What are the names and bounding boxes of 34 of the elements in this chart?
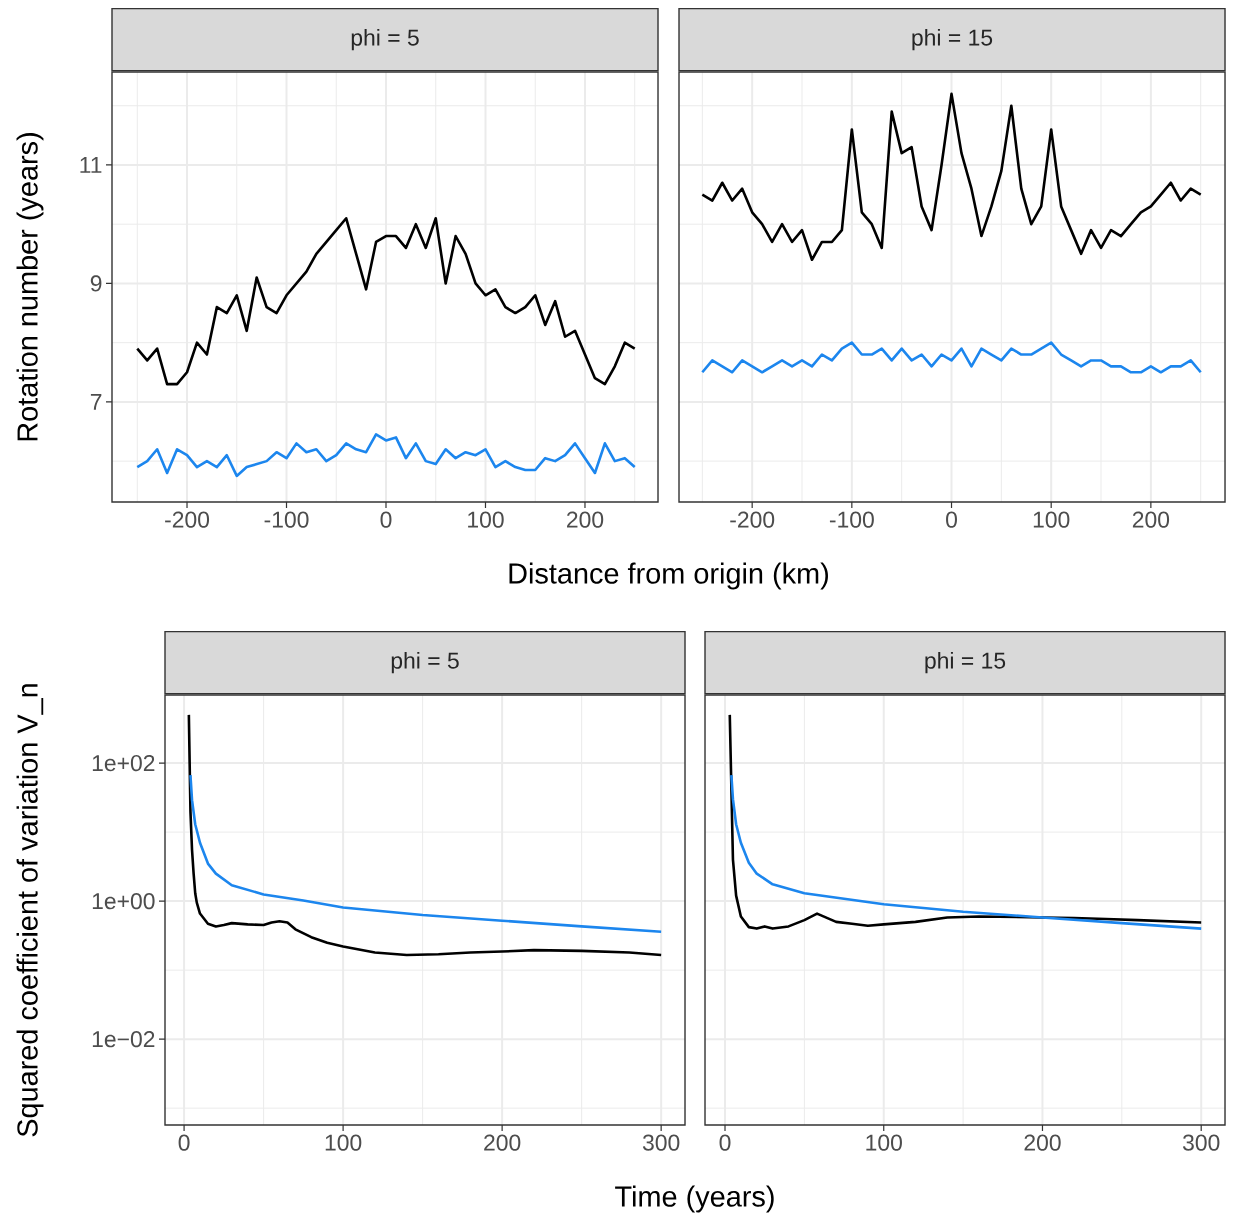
x-tick-label: 200 — [1024, 1134, 1061, 1151]
y-tick-label: 1e+00 — [92, 893, 155, 910]
x-tick-label: 100 — [468, 511, 504, 528]
chart-title: phi = 5 — [391, 651, 459, 674]
x-tick-label: 300 — [1182, 1134, 1220, 1151]
x-tick-label: -100 — [264, 511, 309, 528]
x-tick-label: 200 — [484, 1134, 521, 1151]
line-series — [187, 713, 663, 957]
x-tick-label: 0 — [380, 511, 392, 528]
x-tick-label: 200 — [567, 511, 604, 528]
y-tick-label: 1e+02 — [92, 754, 155, 772]
x-tick-label: 300 — [642, 1134, 680, 1151]
x-tick-label: 100 — [866, 1134, 902, 1151]
y-tick-label: 9 — [90, 275, 102, 292]
chart-title: phi = 15 — [925, 651, 1006, 674]
y-tick-label: 11 — [80, 157, 102, 173]
y-tick-label: 7 — [90, 394, 102, 410]
x-tick-label: 0 — [178, 1134, 190, 1151]
chart-title: phi = 5 — [351, 28, 419, 51]
x-tick-label: -200 — [730, 511, 775, 528]
x-axis-title: Time (years) — [615, 1185, 774, 1213]
chart-title: phi = 15 — [912, 28, 993, 51]
y-axis-title: Squared coefficient of variation V_n — [16, 684, 44, 1137]
x-tick-label: 200 — [1132, 511, 1170, 528]
x-tick-label: 0 — [719, 1134, 731, 1151]
x-tick-label: 100 — [1033, 511, 1070, 528]
y-tick-label: 1e−02 — [92, 1031, 155, 1048]
line-series — [189, 773, 663, 934]
x-tick-label: -200 — [165, 511, 210, 528]
x-tick-label: -100 — [829, 511, 874, 528]
x-tick-label: 100 — [325, 1134, 362, 1151]
y-axis-title: Rotation number (years) — [16, 133, 44, 441]
x-tick-label: 0 — [946, 511, 957, 528]
x-axis-title: Distance from origin (km) — [509, 562, 828, 590]
